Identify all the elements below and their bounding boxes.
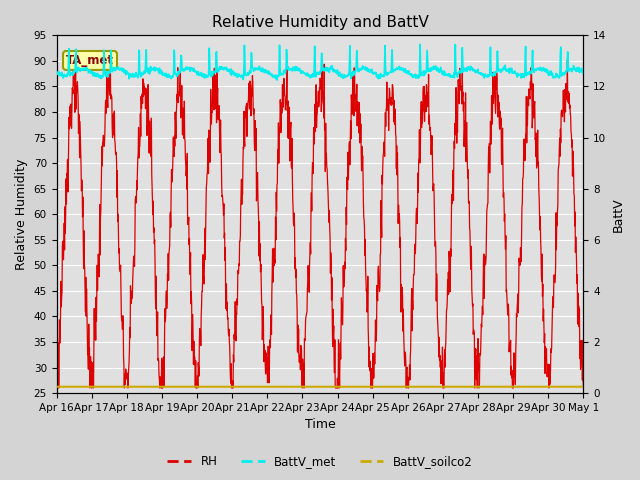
- X-axis label: Time: Time: [305, 419, 335, 432]
- Legend: RH, BattV_met, BattV_soilco2: RH, BattV_met, BattV_soilco2: [163, 451, 477, 473]
- Title: Relative Humidity and BattV: Relative Humidity and BattV: [212, 15, 428, 30]
- Text: TA_met: TA_met: [66, 54, 114, 67]
- Y-axis label: Relative Humidity: Relative Humidity: [15, 158, 28, 270]
- Y-axis label: BattV: BattV: [612, 197, 625, 231]
